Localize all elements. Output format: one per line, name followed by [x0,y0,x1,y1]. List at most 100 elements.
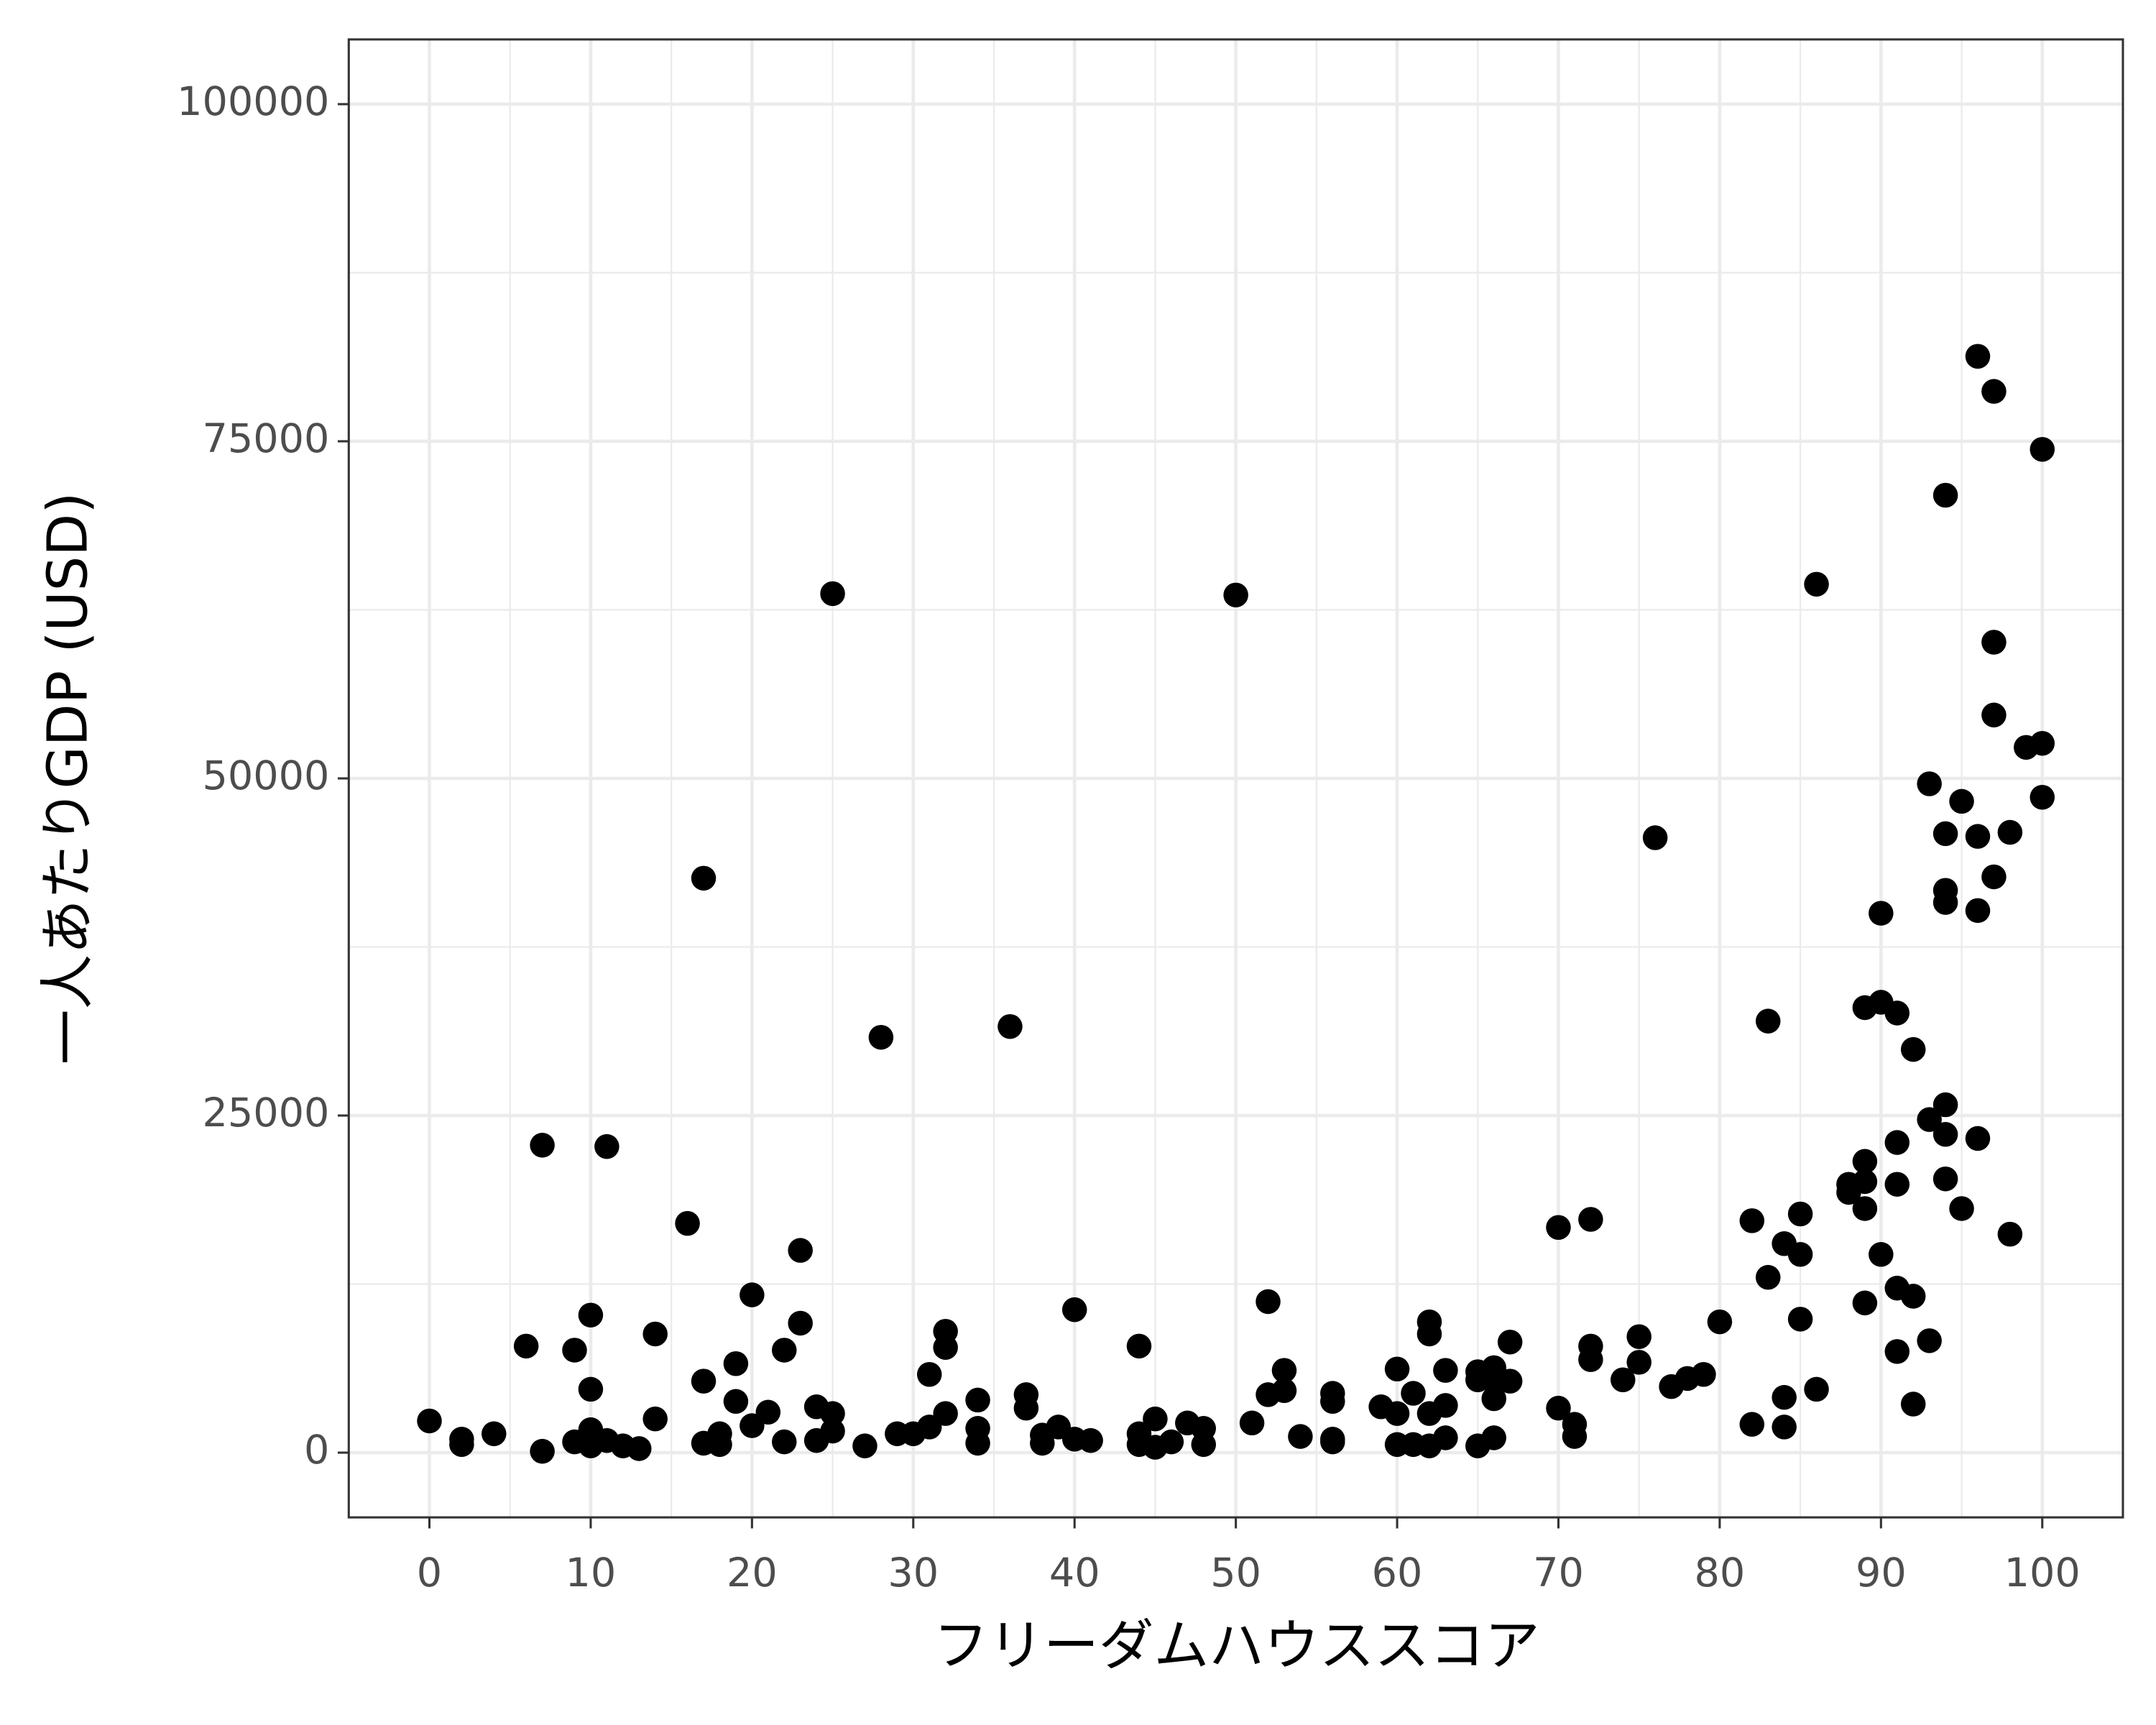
point [1965,344,1991,369]
point [933,1335,958,1360]
point [578,1302,604,1328]
point [449,1432,474,1458]
point [1143,1406,1168,1432]
point [1949,788,1974,814]
point [1239,1410,1265,1436]
x-tick-label: 60 [1372,1550,1423,1596]
point [1497,1329,1523,1355]
point [1932,1092,1958,1118]
point [1433,1425,1458,1450]
y-tick-label: 100000 [177,78,329,125]
point [1932,890,1958,915]
point [1191,1432,1217,1458]
point [1981,864,2007,890]
point [2030,784,2055,810]
point [1917,771,1942,796]
point [1578,1207,1603,1232]
point [482,1421,507,1447]
point [1401,1381,1426,1406]
point [1739,1208,1765,1233]
point [530,1438,555,1464]
point [513,1333,539,1359]
point [1932,1122,1958,1147]
point [1271,1378,1297,1404]
point [788,1238,813,1263]
point [1642,825,1668,850]
point [820,1401,845,1426]
point [1997,819,2023,845]
y-tick-label: 75000 [203,415,330,462]
point [1158,1429,1184,1455]
point [691,865,717,891]
point [1772,1414,1797,1440]
x-tick-label: 70 [1533,1550,1584,1596]
points [417,344,2055,1464]
x-tick-label: 80 [1695,1550,1746,1596]
point [1546,1215,1571,1241]
point [1546,1395,1571,1421]
point [1917,1107,1942,1132]
point [1562,1424,1588,1449]
point [1433,1393,1458,1418]
x-tick-label: 0 [417,1550,442,1596]
point [1900,1036,1926,1062]
point [1981,630,2007,655]
point [1884,1130,1910,1155]
point [1610,1367,1636,1393]
point [820,581,845,607]
point [1852,1290,1878,1316]
point [642,1406,668,1432]
point [578,1376,604,1402]
point [1852,1149,1878,1174]
point [691,1368,717,1394]
point [820,1418,845,1444]
point [1707,1309,1733,1335]
point [740,1282,765,1307]
point [1078,1427,1103,1453]
point [1965,898,1991,924]
x-tick-label: 90 [1856,1550,1907,1596]
point [1884,1172,1910,1197]
point [1932,482,1958,508]
grid [349,39,2123,1518]
point [788,1310,813,1336]
point [1981,702,2007,728]
point [1271,1358,1297,1383]
point [1739,1412,1765,1437]
point [1932,821,1958,847]
point [1691,1361,1716,1387]
point [1384,1401,1410,1426]
y-tick-label: 50000 [203,753,330,799]
point [1772,1384,1797,1410]
x-tick-label: 100 [2004,1550,2081,1596]
point [1981,379,2007,404]
x-tick-label: 30 [888,1550,939,1596]
y-tick-label: 25000 [203,1090,330,1136]
x-tick-label: 50 [1210,1550,1261,1596]
point [1852,1169,1878,1195]
point [1223,582,1248,608]
x-tick-label: 10 [566,1550,617,1596]
point [1869,1242,1894,1267]
point [1061,1297,1087,1322]
point [1804,1376,1829,1402]
point [1804,571,1829,597]
point [1126,1333,1152,1359]
point [1755,1008,1781,1034]
point [723,1389,749,1414]
point [852,1433,877,1458]
point [1433,1358,1458,1383]
point [675,1210,700,1236]
x-tick-label: 40 [1049,1550,1100,1596]
y-axis-title: 一人あたりGDP (USD) [37,492,101,1065]
point [2030,436,2055,462]
point [1900,1392,1926,1417]
point [594,1133,619,1159]
x-tick-label: 20 [727,1550,778,1596]
y-tick-label: 0 [304,1427,329,1473]
point [1013,1395,1039,1421]
point [771,1429,797,1455]
point [1320,1429,1345,1455]
point [1578,1347,1603,1372]
